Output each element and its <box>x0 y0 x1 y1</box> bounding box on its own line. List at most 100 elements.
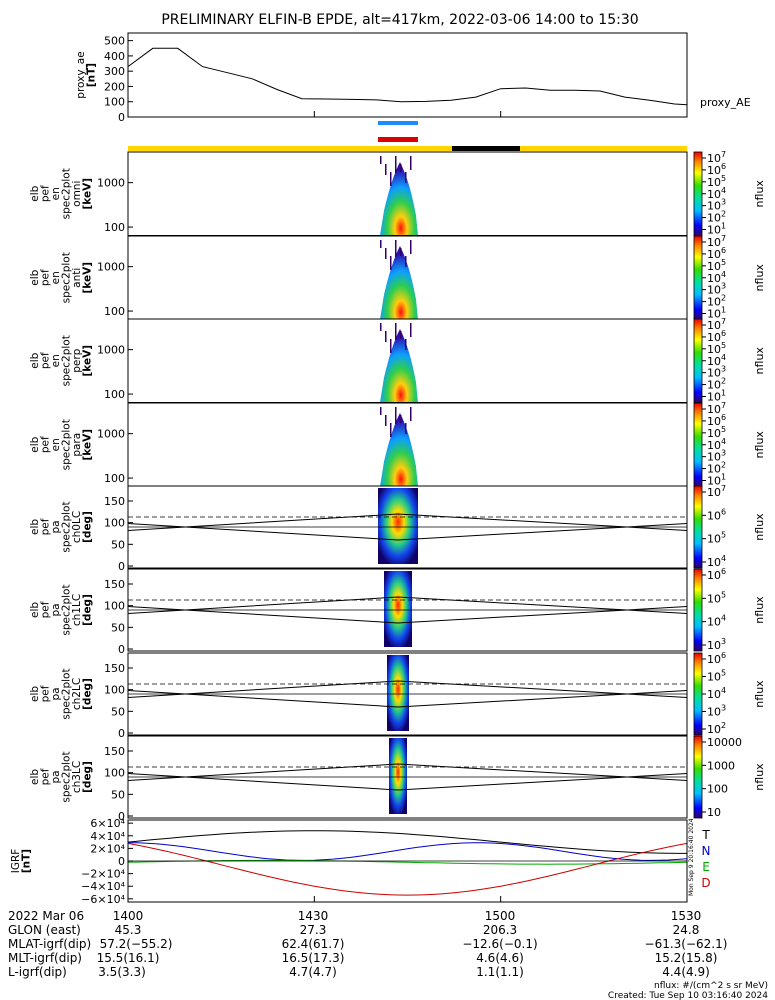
pa-ch0LC-ylabel-line: ch0LC <box>71 511 83 543</box>
col-1530-l: 4.4(4.9) <box>662 965 710 979</box>
pa-ch3LC-ytick-label: 150 <box>104 745 125 758</box>
pa-ch2LC-ytick-label: 50 <box>111 705 125 718</box>
row-label-mlat: MLAT-igrf(dip) <box>8 937 91 951</box>
pa-ch2LC-ylabel-line: pa <box>50 687 62 700</box>
spec-omni-ytick-label: 100 <box>104 221 125 234</box>
pa-ch0LC-ylabel-line: [deg] <box>81 511 93 543</box>
pa-ch2LC-ylabel-line: [deg] <box>81 678 93 710</box>
spec-para-ytick-label: 100 <box>104 472 125 485</box>
col-1400-mlt: 15.5(16.1) <box>97 951 160 965</box>
proxy-ae-ylabel: proxy_ae[nT] <box>75 51 98 98</box>
spec-perp-speckle <box>385 331 387 342</box>
spec-para-ylabel-line: para <box>71 433 83 457</box>
pa-ch2LC-ylabel-line: spec2plot <box>60 668 72 719</box>
igrf-ytick-label: 4×10⁴ <box>90 830 125 843</box>
spec-para-speckle <box>390 423 392 437</box>
spec-para-ylabel-line: en <box>50 438 62 451</box>
spec-perp-colorbar-gradient <box>693 318 703 403</box>
spec-perp-data <box>380 329 418 403</box>
pa-ch0LC-ylabel-line: pef <box>39 518 51 535</box>
col-1530-mlt: 15.2(15.8) <box>655 951 718 965</box>
spec-para-speckle <box>400 415 402 423</box>
pa-ch1LC-frame <box>127 568 688 652</box>
col-1500-glon: 206.3 <box>483 923 517 937</box>
pa-ch1LC-loss-cone <box>127 606 688 624</box>
pa-ch0LC-ytick-label: 150 <box>104 495 125 508</box>
pa-ch3LC-colorbar-tick-label: 10 <box>707 806 721 819</box>
spec-omni-ylabel-line: [keV] <box>81 178 93 210</box>
pa-ch1LC-colorbar-gradient <box>693 568 703 652</box>
pa-ch3LC-loss-cone <box>127 773 688 791</box>
spec-perp-ylabel-line: perp <box>71 348 83 372</box>
status-bar <box>128 146 687 151</box>
pa-ch3LC-ylabel-line: elb <box>29 769 41 785</box>
igrf-ylabel-line: IGRF <box>10 849 22 874</box>
col-1500-mlat: −12.6(−0.1) <box>462 937 537 951</box>
igrf-legend-D: D <box>701 876 710 890</box>
igrf-ytick-label: 0 <box>118 855 125 868</box>
pa-ch1LC-ytick-label: 150 <box>104 578 125 591</box>
spec-anti-speckle <box>400 248 402 256</box>
pa-ch3LC-ylabel-line: ch3LC <box>71 761 83 793</box>
pa-ch2LC-ylabel-line: elb <box>29 686 41 702</box>
spec-anti-speckle <box>405 256 407 267</box>
pa-ch2LC-loss-cone <box>127 690 688 708</box>
spec-anti-ytick-label: 1000 <box>97 261 125 274</box>
igrf-n-line <box>127 842 688 861</box>
spec-anti-ylabel-line: elb <box>29 269 41 285</box>
time-axis-table: 2022 Mar 06 GLON (east) MLAT-igrf(dip) M… <box>8 909 727 979</box>
pa-ch1LC-ylabel-line: elb <box>29 602 41 618</box>
spec-omni-ylabel-line: spec2plot <box>60 168 72 219</box>
spec-para-colorbar-gradient <box>693 402 703 487</box>
col-1530-mlat: −61.3(−62.1) <box>645 937 728 951</box>
col-1400-l: 3.5(3.3) <box>98 965 146 979</box>
pa-ch0LC-colorbar-gradient <box>693 485 703 569</box>
igrf-ytick-label: −6×10⁴ <box>81 893 125 906</box>
spec-omni-speckle <box>395 156 397 173</box>
pa-ch0LC-frame <box>127 485 688 569</box>
spec-omni-speckle <box>410 156 412 170</box>
igrf-d-line <box>127 842 688 896</box>
spec-anti-speckle <box>380 240 382 248</box>
spec-perp-ylabel-line: pef <box>39 352 51 369</box>
proxy-ae-ytick-label: 0 <box>118 111 125 124</box>
pa-ch1LC-ylabel-line: [deg] <box>81 594 93 626</box>
spec-para-data <box>380 413 418 487</box>
pa-ch0LC-colorbar-tick-label: 107 <box>707 484 726 499</box>
pa-ch1LC-ytick-label: 50 <box>111 621 125 634</box>
spec-anti-speckle <box>410 240 412 254</box>
col-1430-mlat: 62.4(61.7) <box>282 937 345 951</box>
spec-perp-ylabel-line: elb <box>29 352 41 368</box>
spec-perp-speckle <box>405 339 407 350</box>
spec-para-speckle <box>380 407 382 415</box>
spec-anti-data <box>380 246 418 320</box>
pa-ch0LC-data <box>378 488 418 564</box>
row-label-l: L-igrf(dip) <box>8 965 67 979</box>
spec-perp-ylabel-line: [keV] <box>81 345 93 377</box>
spec-omni-speckle <box>380 156 382 164</box>
col-1500-time: 1500 <box>485 909 516 923</box>
spec-anti-speckle <box>390 256 392 270</box>
spec-omni-ytick-label: 1000 <box>97 177 125 190</box>
spec-perp-ylabel-line: spec2plot <box>60 335 72 386</box>
pa-ch3LC-frame <box>127 735 688 819</box>
plot-stamp: Mon Sep 9 20:16:40 2024 <box>688 818 695 896</box>
row-label-date: 2022 Mar 06 <box>8 909 84 923</box>
spec-perp-speckle <box>400 331 402 339</box>
pa-ch2LC-ylabel-line: pef <box>39 685 51 702</box>
spec-para-ylabel-line: pef <box>39 436 51 453</box>
pa-ch0LC-ylabel-line: pa <box>50 520 62 533</box>
pa-ch0LC-ylabel-line: elb <box>29 519 41 535</box>
col-1400-mlat: 57.2(−55.2) <box>100 937 173 951</box>
pa-ch0LC-ytick-label: 50 <box>111 538 125 551</box>
spec-perp-ytick-label: 100 <box>104 388 125 401</box>
spec-omni-speckle <box>385 164 387 175</box>
pa-ch1LC-colorbar-title: nflux <box>753 596 766 624</box>
science-zone-red <box>378 137 418 142</box>
pa-ch3LC-ylabel-line: pa <box>50 770 62 783</box>
proxy-ae-frame <box>127 32 688 118</box>
pa-ch1LC-colorbar-tick-label: 103 <box>707 637 726 652</box>
